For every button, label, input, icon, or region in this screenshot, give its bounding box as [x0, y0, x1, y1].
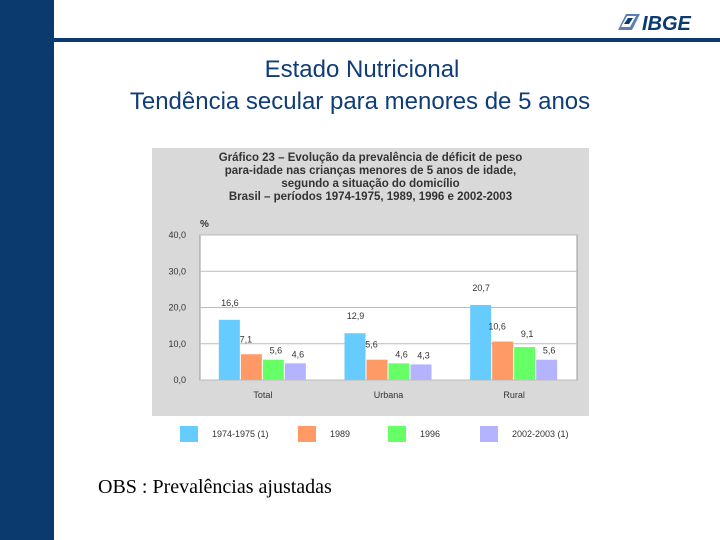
data-label: 4,6	[395, 349, 408, 359]
chart-title-line-3: segundo a situação do domicílio	[281, 178, 460, 190]
data-label: 5,6	[365, 340, 378, 350]
bar	[470, 304, 492, 380]
legend-label-1989: 1989	[330, 429, 351, 439]
data-label: 7,1	[240, 334, 253, 344]
bar	[388, 363, 410, 380]
x-category-label: Total	[253, 390, 272, 400]
bar	[366, 359, 388, 380]
bar	[284, 363, 306, 380]
ibge-logo-mark-icon	[618, 14, 640, 30]
chart-title-line-2: para-idade nas crianças menores de 5 ano…	[224, 165, 517, 177]
data-label: 20,7	[472, 283, 490, 293]
bar	[218, 319, 240, 380]
data-label: 12,9	[347, 311, 365, 321]
data-label: 9,1	[521, 329, 534, 339]
bar	[344, 333, 366, 380]
legend-label-1974: 1974-1975 (1)	[212, 429, 269, 439]
data-label: 4,6	[292, 349, 305, 359]
bar	[262, 359, 284, 380]
legend-swatch-1996	[388, 426, 406, 442]
data-label: 10,6	[488, 322, 506, 332]
data-label: 16,6	[221, 298, 239, 308]
chart-title-line-4: Brasil – períodos 1974-1975, 1989, 1996 …	[228, 191, 513, 203]
data-label: 5,6	[270, 346, 283, 356]
legend-swatch-2002	[480, 426, 498, 442]
x-category-label: Rural	[503, 390, 525, 400]
y-tick-label: 40,0	[168, 230, 186, 240]
header-rule	[54, 38, 720, 42]
y-tick-label: 20,0	[168, 303, 186, 313]
slide-title: Estado Nutricional	[264, 56, 460, 83]
logo-wordmark: IBGE	[642, 13, 692, 34]
chart-title: Gráfico 23 – Evolução da prevalência de …	[152, 152, 589, 204]
y-tick-label: 30,0	[168, 266, 186, 276]
legend-label-1996: 1996	[420, 429, 441, 439]
bar	[492, 341, 514, 380]
y-tick-label: 0,0	[173, 375, 186, 385]
data-label: 5,6	[543, 346, 556, 356]
legend-label-2002: 2002-2003 (1)	[512, 429, 569, 439]
bar	[240, 354, 262, 380]
bar	[536, 359, 558, 380]
ibge-logo: IBGE	[614, 10, 714, 34]
legend-swatch-1989	[298, 426, 316, 442]
bar	[514, 347, 536, 380]
slide-subtitle: Tendência secular para menores de 5 anos	[129, 88, 591, 115]
bar-chart: 0,0 10,0 20,0 30,0 40,0% 16,6 7,1 5,6 4,6 Total 12…	[168, 219, 578, 400]
x-category-label: Urbana	[374, 390, 404, 400]
chart-panel: 0,0 10,0 20,0 30,0 40,0% 16,6 7,1 5,6 4,6 Total 12…	[152, 148, 589, 416]
left-sidebar-band	[0, 0, 54, 540]
chart-title-line-1: Gráfico 23 – Evolução da prevalência de …	[218, 152, 523, 164]
bar	[410, 364, 432, 380]
legend-swatch-1974	[180, 426, 198, 442]
data-label: 4,3	[417, 350, 430, 360]
y-tick-label: 10,0	[168, 339, 186, 349]
chart-legend: 1974-1975 (1) 1989 1996 2002-2003 (1)	[152, 420, 589, 448]
obs-note: OBS : Prevalências ajustadas	[98, 476, 332, 498]
y-axis-label: %	[200, 219, 209, 230]
